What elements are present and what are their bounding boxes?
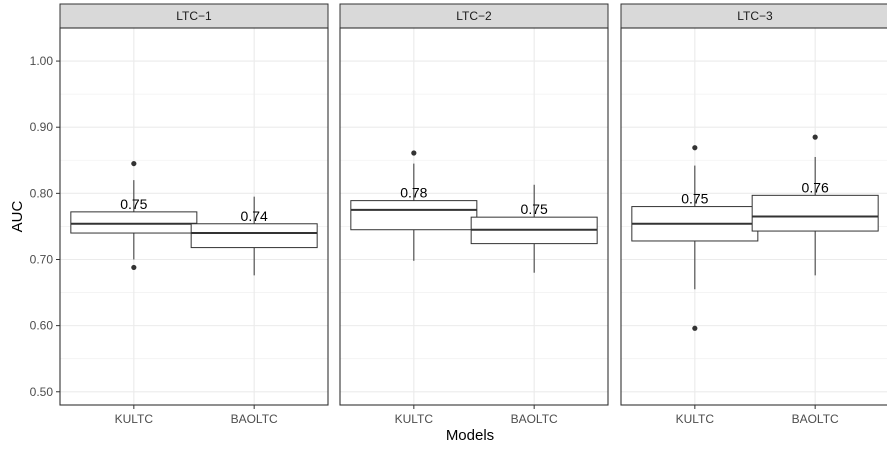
median-value-label: 0.75 bbox=[120, 196, 147, 212]
facet-panel: LTC−2 0.78 KULTC 0.75 BAOLTC bbox=[339, 3, 609, 426]
x-tick-label: BAOLTC bbox=[231, 412, 278, 426]
outlier-point bbox=[692, 145, 698, 151]
box-baoltc: 0.74 bbox=[190, 196, 318, 276]
facet-strip-label: LTC−1 bbox=[176, 9, 212, 23]
box-body bbox=[751, 194, 879, 232]
facet-strip bbox=[620, 3, 887, 29]
y-axis-title: AUC bbox=[9, 200, 26, 232]
facet-panel: LTC−3 0.75 KULTC 0.76 BAOLTC bbox=[620, 3, 887, 426]
box-kultc: 0.75 bbox=[631, 145, 759, 331]
x-tick-label: BAOLTC bbox=[511, 412, 558, 426]
outlier-point bbox=[812, 134, 818, 140]
facet-panel: LTC−1 0.75 KULTC 0.74 BAOLTC bbox=[59, 3, 329, 426]
y-tick-label: 0.60 bbox=[30, 319, 54, 333]
x-tick-label: KULTC bbox=[676, 412, 715, 426]
panel-border bbox=[620, 27, 887, 406]
median-value-label: 0.75 bbox=[521, 201, 548, 217]
panel-border bbox=[339, 27, 609, 406]
outlier-point bbox=[131, 160, 137, 167]
outlier-point bbox=[411, 150, 417, 156]
facet-strip-label: LTC−3 bbox=[737, 9, 773, 23]
y-tick-label: 0.90 bbox=[30, 120, 54, 134]
x-axis-title: Models bbox=[446, 427, 494, 444]
y-tick-label: 1.00 bbox=[30, 54, 54, 68]
box-body bbox=[70, 211, 198, 234]
box-baoltc: 0.76 bbox=[751, 134, 879, 276]
x-tick-label: KULTC bbox=[395, 412, 434, 426]
box-kultc: 0.75 bbox=[70, 160, 198, 271]
box-body bbox=[190, 223, 318, 249]
x-tick-label: BAOLTC bbox=[792, 412, 839, 426]
median-value-label: 0.75 bbox=[681, 191, 708, 207]
outlier-point bbox=[692, 325, 698, 331]
median-value-label: 0.74 bbox=[241, 208, 268, 224]
panel-border bbox=[59, 27, 329, 406]
y-tick-label: 0.80 bbox=[30, 186, 54, 200]
facet-strip-label: LTC−2 bbox=[456, 9, 492, 23]
y-tick-label: 0.70 bbox=[30, 252, 54, 266]
box-body bbox=[350, 200, 478, 231]
x-tick-label: KULTC bbox=[115, 412, 154, 426]
median-value-label: 0.78 bbox=[400, 185, 427, 201]
median-value-label: 0.76 bbox=[802, 179, 829, 195]
outlier-point bbox=[131, 264, 137, 271]
y-tick-label: 0.50 bbox=[30, 385, 54, 399]
box-kultc: 0.78 bbox=[350, 150, 478, 261]
box-baoltc: 0.75 bbox=[470, 184, 598, 273]
